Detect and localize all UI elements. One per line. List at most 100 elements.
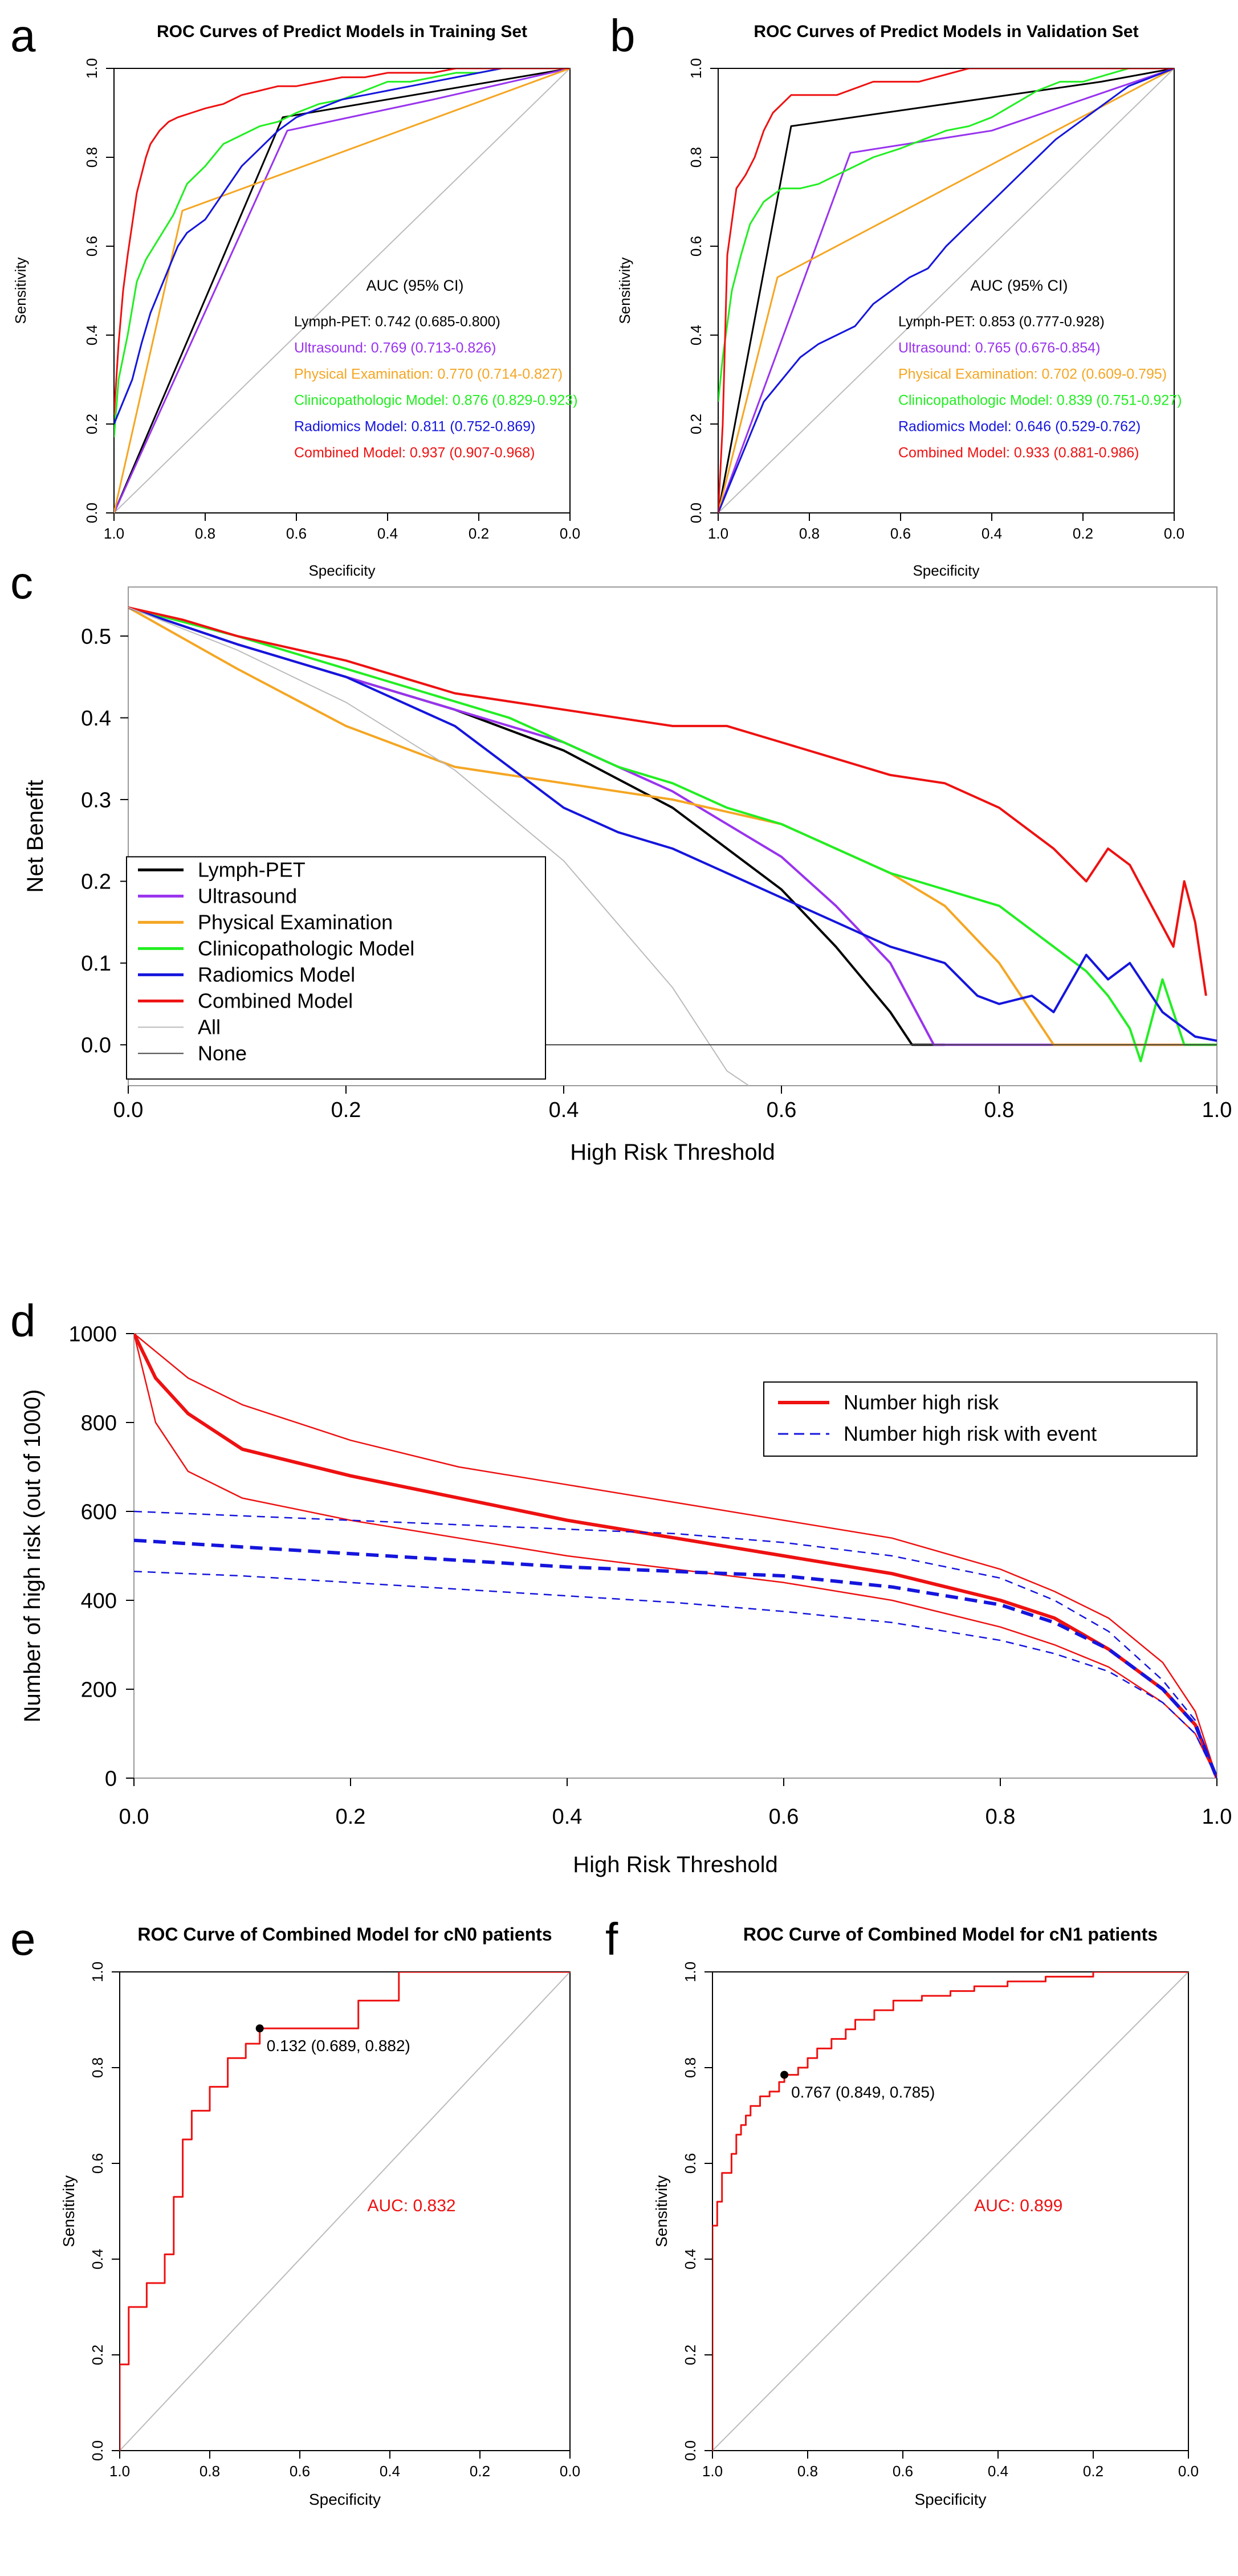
series-line-radiomics (134, 1571, 1217, 1778)
y-tick-label: 0.4 (687, 325, 704, 345)
x-tick-label: 0.4 (380, 2463, 400, 2480)
x-tick-label: 0.4 (982, 525, 1002, 542)
y-axis-label: Number of high risk (out of 1000) (20, 1389, 45, 1723)
plot-frame (128, 586, 1217, 1086)
panel-letter: b (610, 10, 636, 61)
cutoff-point (780, 2070, 789, 2079)
x-tick-label: 0.6 (286, 525, 307, 542)
x-tick-label: 0.6 (769, 1805, 799, 1829)
x-tick-label: 0.2 (470, 2463, 490, 2480)
series-line-combined (134, 1334, 1217, 1778)
x-tick-label: 0.8 (199, 2463, 220, 2480)
y-tick-label: 0.1 (81, 952, 111, 976)
plot-frame (712, 1971, 1189, 2451)
auc-label: AUC: 0.832 (368, 2196, 456, 2215)
y-tick-label: 0.6 (83, 236, 100, 256)
series-line-physical (114, 68, 570, 513)
series-line-radiomics (128, 606, 1217, 1042)
legend-label-physical: Physical Examination (198, 910, 393, 934)
legend-box (763, 1381, 1198, 1457)
x-tick-label: 0.2 (331, 1098, 361, 1122)
y-axis-label: Sensitivity (653, 2175, 670, 2247)
y-tick-label: 0.3 (81, 788, 111, 812)
series-line-ultrasound (718, 68, 1174, 513)
auc-label: AUC: 0.899 (974, 2196, 1062, 2215)
x-tick-label: 0.6 (290, 2463, 310, 2480)
x-axis-label: Specificity (309, 2491, 381, 2508)
reference-diagonal (718, 68, 1175, 513)
panel-letter: a (10, 10, 36, 61)
y-tick-label: 1.0 (83, 58, 100, 79)
y-tick-label: 600 (81, 1500, 117, 1524)
legend-label-none: None (198, 1041, 247, 1065)
y-tick-label: 0.0 (682, 2440, 699, 2461)
series-line-radiomics (114, 68, 570, 425)
plot-frame (718, 68, 1175, 513)
y-tick-label: 1000 (68, 1322, 117, 1346)
y-axis-label: Sensitivity (60, 2175, 78, 2247)
legend-title: AUC (95% CI) (970, 277, 1068, 294)
x-tick-label: 0.2 (469, 525, 489, 542)
legend-entry-clinico: Clinicopathologic Model: 0.876 (0.829-0.… (294, 392, 578, 408)
series-line-radiomics (134, 1510, 1217, 1778)
x-tick-label: 1.0 (109, 2463, 130, 2480)
y-tick-label: 0.0 (687, 503, 704, 523)
reference-diagonal (712, 1971, 1189, 2451)
y-tick-label: 0.0 (89, 2440, 106, 2461)
legend-entry-lymph: Lymph-PET: 0.853 (0.777-0.928) (898, 313, 1105, 329)
x-axis-label: High Risk Threshold (573, 1852, 777, 1877)
cutoff-label: 0.132 (0.689, 0.882) (267, 2037, 410, 2055)
y-tick-label: 0.4 (89, 2249, 106, 2269)
legend-entry-ultrasound: Ultrasound: 0.769 (0.713-0.826) (294, 340, 496, 356)
x-tick-label: 1.0 (1202, 1098, 1232, 1122)
x-tick-label: 0.0 (1178, 2463, 1199, 2480)
y-tick-label: 0.4 (83, 325, 100, 345)
y-tick-label: 0.2 (83, 414, 100, 434)
series-line-combined (120, 1972, 570, 2451)
cutoff-point (255, 2024, 264, 2033)
x-axis-label: Specificity (914, 2491, 986, 2508)
legend-label-combined: Combined Model (198, 989, 353, 1012)
y-tick-label: 0.8 (89, 2057, 106, 2078)
legend-label-ultrasound: Ultrasound (198, 884, 297, 907)
y-axis-label: Net Benefit (23, 780, 48, 893)
y-axis-label: Sensitivity (616, 257, 633, 324)
y-tick-label: 0.6 (687, 236, 704, 256)
x-tick-label: 0.8 (799, 525, 820, 542)
panel-c: c 0.0 0.2 0.4 0.6 0.8 1.0 0.0 0.1 0.2 0.3 0.4 0.5 Hig… (10, 557, 1232, 1165)
series-line-clinico (718, 68, 1174, 402)
chart-title: ROC Curve of Combined Model for cN1 pati… (743, 1924, 1158, 1945)
x-tick-label: 0.0 (560, 2463, 580, 2480)
series-line-radiomics (718, 68, 1174, 513)
x-tick-label: 0.8 (984, 1098, 1015, 1122)
legend-entry-radiomics: Radiomics Model: 0.811 (0.752-0.869) (294, 418, 535, 434)
x-tick-label: 0.6 (767, 1098, 797, 1122)
legend-label-clinico: Clinicopathologic Model (198, 936, 414, 960)
panel-a: a ROC Curves of Predict Models in Trainin… (10, 10, 580, 579)
x-tick-label: 0.2 (1083, 2463, 1103, 2480)
series-line-combined (134, 1334, 1217, 1778)
x-tick-label: 0.8 (797, 2463, 818, 2480)
series-line-lymph (114, 68, 570, 513)
panel-f: f ROC Curve of Combined Model for cN1 pat… (605, 1914, 1199, 2508)
legend-entry-clinico: Clinicopathologic Model: 0.839 (0.751-0.… (898, 392, 1182, 408)
x-tick-label: 0.8 (195, 525, 215, 542)
x-tick-label: 0.0 (1164, 525, 1184, 542)
x-tick-label: 0.4 (549, 1098, 579, 1122)
plot-frame (119, 1971, 571, 2451)
reference-diagonal (113, 68, 571, 513)
reference-diagonal (119, 1971, 571, 2451)
y-tick-label: 0.8 (687, 147, 704, 168)
series-line-combined (134, 1334, 1217, 1778)
plot-frame (133, 1333, 1217, 1779)
y-tick-label: 0.4 (682, 2249, 699, 2269)
legend-box (126, 856, 546, 1080)
series-line-combined (712, 1972, 1188, 2451)
legend-entry-physical: Physical Examination: 0.770 (0.714-0.827… (294, 366, 563, 382)
y-tick-label: 0.2 (81, 870, 111, 894)
y-tick-label: 0.6 (89, 2153, 106, 2174)
panel-e: e ROC Curve of Combined Model for cN0 pat… (10, 1914, 580, 2508)
y-tick-label: 1.0 (89, 1962, 106, 1982)
legend-entry-combined: Combined Model: 0.933 (0.881-0.986) (898, 445, 1139, 460)
series-line-radiomics (134, 1538, 1217, 1778)
